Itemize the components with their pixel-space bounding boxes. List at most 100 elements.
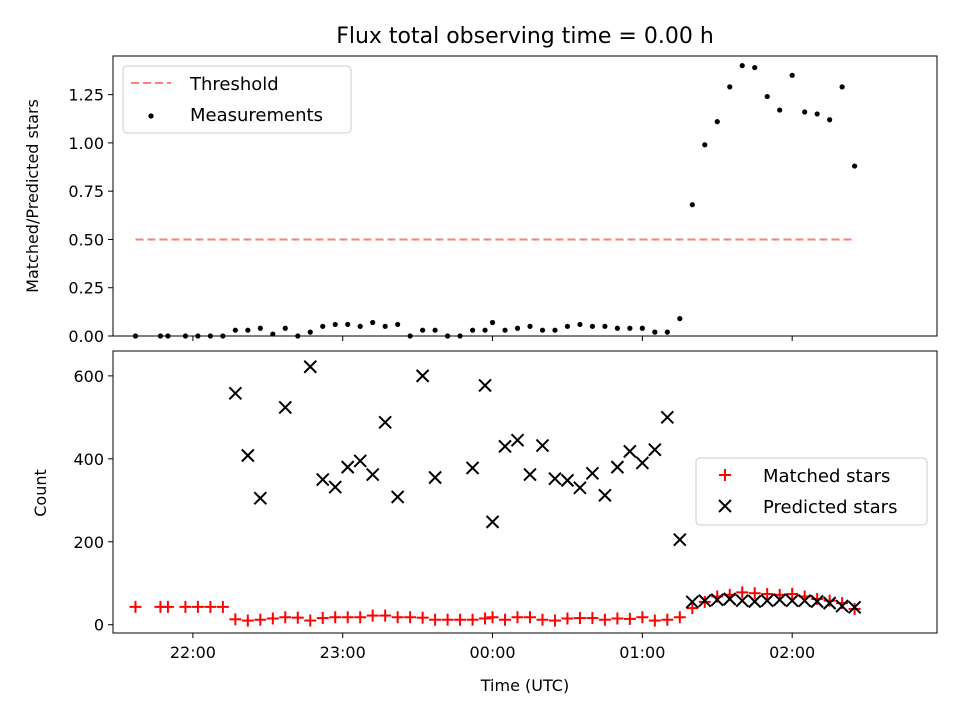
predicted-star-point — [328, 480, 342, 494]
measurement-point — [245, 327, 251, 333]
matched-star-point — [748, 587, 761, 600]
matched-star-point — [441, 613, 454, 626]
predicted-star-point — [585, 466, 600, 481]
measurement-point — [564, 323, 571, 329]
predicted-star-point — [822, 596, 837, 610]
predicted-star-point — [228, 386, 243, 401]
predicted-star-point — [748, 594, 762, 609]
measurement-point — [432, 327, 438, 333]
measurement-point — [789, 72, 795, 78]
top-plot-frame — [112, 55, 938, 337]
y-tick-label: 400 — [73, 450, 104, 469]
legend-matched-label: Matched stars — [763, 466, 890, 487]
top-x-ticks — [192, 336, 793, 341]
matched-star-point — [561, 612, 574, 625]
predicted-star-point — [710, 593, 724, 607]
matched-star-point — [499, 613, 512, 626]
matched-star-point — [673, 611, 686, 624]
top-legend-box — [122, 65, 352, 134]
matched-star-point — [466, 613, 479, 626]
predicted-star-point — [510, 433, 525, 447]
matched-star-point — [536, 613, 549, 626]
matched-star-point — [848, 602, 861, 615]
measurement-point — [489, 319, 496, 326]
predicted-star-point — [847, 600, 862, 614]
predicted-star-point — [560, 473, 575, 488]
measurement-point — [702, 142, 708, 148]
measurement-point — [514, 325, 521, 331]
measurement-point — [502, 327, 508, 333]
matched-star-point — [686, 602, 699, 615]
bottom-legend: Matched stars Predicted stars — [695, 457, 928, 526]
x-tick-label: 23:00 — [320, 643, 366, 662]
matched-star-point — [391, 611, 404, 624]
measurement-point — [652, 329, 658, 335]
measurement-point — [589, 323, 596, 329]
top-legend: Threshold Measurements — [122, 65, 352, 134]
y-tick-label: 0.50 — [68, 230, 104, 249]
measurement-point — [539, 327, 546, 333]
predicted-star-point — [660, 410, 675, 425]
matched-star-point — [548, 614, 561, 627]
predicted-star-point — [810, 594, 824, 609]
bottom-y-axis-label: Count — [31, 469, 50, 517]
measurement-point — [727, 84, 733, 90]
bottom-x-axis-label: Time (UTC) — [480, 676, 569, 695]
predicted-star-point — [610, 460, 625, 474]
matched-star-point — [179, 600, 192, 613]
matched-star-point — [191, 600, 204, 613]
measurement-point — [614, 325, 620, 331]
bottom-legend-box — [695, 457, 928, 526]
matched-star-point — [316, 612, 329, 625]
matched-star-point — [291, 611, 304, 624]
predicted-star-point — [523, 467, 537, 482]
measurement-point — [639, 325, 645, 331]
bottom-panel: Count Time (UTC) 0 200 400 600 22:00 23:00 00… — [31, 350, 938, 695]
predicted-star-point — [478, 378, 492, 393]
predicted-star-point — [378, 415, 392, 430]
matched-star-point — [129, 600, 142, 613]
bottom-y-ticks: 0 200 400 600 — [73, 367, 113, 635]
matched-star-point — [636, 611, 649, 624]
predicted-star-point — [623, 444, 637, 459]
matched-star-point — [204, 600, 217, 613]
measurement-point — [677, 316, 683, 322]
x-tick-label: 22:00 — [170, 643, 216, 662]
measurement-point — [345, 321, 351, 328]
measurement-point — [469, 327, 476, 333]
predicted-star-point — [772, 593, 787, 607]
measurement-point — [257, 325, 263, 331]
measurement-point — [714, 119, 720, 125]
legend-measurements-swatch — [148, 113, 154, 119]
y-tick-label: 0 — [94, 616, 104, 635]
measurement-point — [332, 321, 338, 328]
predicted-star-point — [341, 460, 355, 474]
predicted-star-point — [548, 472, 562, 486]
predicted-star-point — [735, 593, 749, 608]
bottom-x-ticks: 22:00 23:00 00:00 01:00 02:00 — [170, 633, 815, 662]
matched-star-point — [823, 594, 836, 607]
measurement-point — [602, 323, 608, 329]
legend-measurements-label: Measurements — [190, 105, 323, 126]
measurement-point — [270, 331, 276, 337]
top-y-ticks: 0.00 0.25 0.50 0.75 1.00 1.25 — [68, 86, 113, 346]
measurement-point — [839, 84, 845, 90]
predicted-star-point — [635, 456, 650, 470]
measurement-point — [482, 327, 488, 333]
matched-star-point — [161, 600, 174, 613]
predicted-star-point — [253, 491, 268, 505]
matched-star-point — [736, 586, 749, 599]
matched-star-point — [229, 613, 242, 626]
measurement-point — [664, 329, 670, 335]
x-tick-label: 02:00 — [769, 643, 815, 662]
matched-star-point — [404, 611, 417, 624]
predicted-star-point — [760, 593, 774, 608]
matched-star-point — [611, 612, 624, 625]
predicted-star-point — [685, 595, 700, 609]
matched-star-point — [523, 611, 536, 624]
measurement-point — [802, 109, 808, 115]
measurement-point — [320, 323, 326, 329]
y-tick-label: 200 — [73, 533, 104, 552]
legend-threshold-label: Threshold — [189, 74, 279, 95]
matched-star-point — [573, 612, 586, 625]
